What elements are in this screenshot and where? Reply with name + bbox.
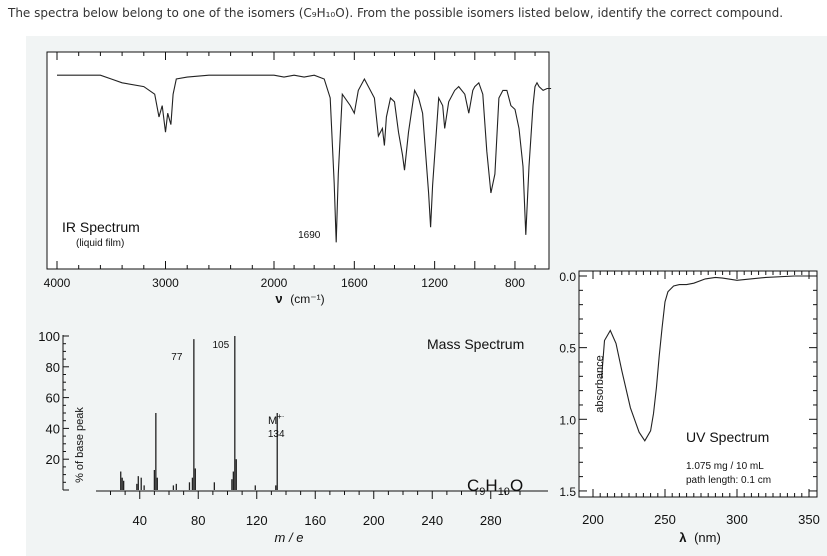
ir-peak-label-1690: 1690 xyxy=(298,230,321,241)
uv-ticks xyxy=(579,271,817,497)
uv-x-tick-label: 250 xyxy=(654,512,676,527)
ms-y-tick-label: 40 xyxy=(46,421,60,436)
uv-y-tick-labels: 0.0 0.5 1.0 1.5 xyxy=(559,270,576,499)
ir-plot-frame xyxy=(46,51,550,270)
ms-x-ticks: 40 80 120 160 200 240 280 xyxy=(110,491,521,528)
ir-x-tick-label: 1200 xyxy=(421,276,448,290)
ir-x-tick-label: 800 xyxy=(505,276,525,290)
ms-molecular-ion-m: M xyxy=(268,415,277,427)
ir-x-axis-unit: (cm⁻¹) xyxy=(290,292,324,306)
ms-y-axis-label: % of base peak xyxy=(74,407,86,483)
uv-y-tick-label: 1.0 xyxy=(559,413,576,427)
ms-x-axis-label: m / e xyxy=(275,530,304,545)
ms-x-tick-label: 40 xyxy=(133,513,147,528)
ms-bars xyxy=(120,336,278,490)
ms-formula-o: O xyxy=(510,476,523,495)
uv-note-path-length: path length: 0.1 cm xyxy=(686,475,771,486)
ir-title: IR Spectrum xyxy=(62,219,140,235)
ms-y-ticks: 100 80 60 40 20 xyxy=(38,329,69,491)
ms-y-tick-label: 20 xyxy=(46,452,60,467)
ms-x-tick-label: 280 xyxy=(480,513,502,528)
uv-spectrum-line xyxy=(601,275,809,442)
ms-x-tick-label: 160 xyxy=(304,513,326,528)
uv-x-axis-unit: (nm) xyxy=(694,530,721,545)
uv-x-tick-label: 350 xyxy=(798,512,820,527)
ms-formula-c: C xyxy=(467,476,479,495)
uv-y-tick-label: 1.5 xyxy=(559,485,576,499)
ms-x-tick-label: 240 xyxy=(421,513,443,528)
ms-molecular-ion-value: 134 xyxy=(268,429,285,440)
ir-bottom-ticks xyxy=(56,261,536,269)
uv-spectrum: 0.0 0.5 1.0 1.5 200 250 300 350 absorbance UV … xyxy=(559,270,820,545)
ms-y-tick-label: 60 xyxy=(46,391,60,406)
ms-formula-h: H xyxy=(485,476,497,495)
ir-x-tick-labels: 4000 3000 2000 1600 1200 800 xyxy=(44,276,526,290)
ms-title: Mass Spectrum xyxy=(427,336,524,352)
ms-x-tick-label: 200 xyxy=(363,513,385,528)
ms-formula-sub-9: 9 xyxy=(479,486,485,498)
uv-y-tick-label: 0.0 xyxy=(559,270,576,284)
ir-top-ticks xyxy=(56,52,536,60)
uv-x-axis-label: λ (nm) xyxy=(679,530,721,545)
question-text: The spectra below belong to one of the i… xyxy=(8,6,784,20)
ms-x-tick-label: 120 xyxy=(246,513,268,528)
ms-y-tick-label: 100 xyxy=(38,329,60,344)
ms-molecular-ion-label: M+· xyxy=(268,412,285,427)
mass-spectrum: 100 80 60 40 20 40 80 120 160 200 240 280 % of bas… xyxy=(38,329,548,545)
ir-x-tick-label: 3000 xyxy=(152,276,179,290)
ir-x-axis-label: ν (cm⁻¹) xyxy=(275,291,324,306)
ir-spectrum-line xyxy=(57,74,552,243)
ms-peak-label-77: 77 xyxy=(171,352,183,363)
uv-y-axis-label: absorbance xyxy=(594,355,606,413)
ms-formula: C9H10O xyxy=(467,476,523,498)
ir-subtitle: (liquid film) xyxy=(76,238,124,249)
ms-formula-sub-10: 10 xyxy=(498,486,510,498)
uv-x-tick-label: 300 xyxy=(726,512,748,527)
uv-x-tick-labels: 200 250 300 350 xyxy=(582,512,820,527)
uv-note-concentration: 1.075 mg / 10 mL xyxy=(686,461,764,472)
uv-plot-frame xyxy=(578,270,818,498)
ir-x-tick-label: 2000 xyxy=(261,276,288,290)
ir-x-axis-nu: ν xyxy=(275,291,282,306)
ms-peak-label-105: 105 xyxy=(212,340,229,351)
ms-y-tick-label: 80 xyxy=(46,360,60,375)
ir-x-tick-label: 1600 xyxy=(341,276,368,290)
ms-x-tick-label: 80 xyxy=(191,513,205,528)
uv-x-tick-label: 200 xyxy=(582,512,604,527)
ms-molecular-ion-sup: +· xyxy=(277,412,284,421)
uv-x-axis-lambda: λ xyxy=(679,530,687,545)
ir-spectrum: IR Spectrum (liquid film) 1690 4000 3000 2… xyxy=(44,51,552,306)
ir-x-tick-label: 4000 xyxy=(44,276,71,290)
uv-y-tick-label: 0.5 xyxy=(559,342,576,356)
uv-title: UV Spectrum xyxy=(686,429,769,445)
